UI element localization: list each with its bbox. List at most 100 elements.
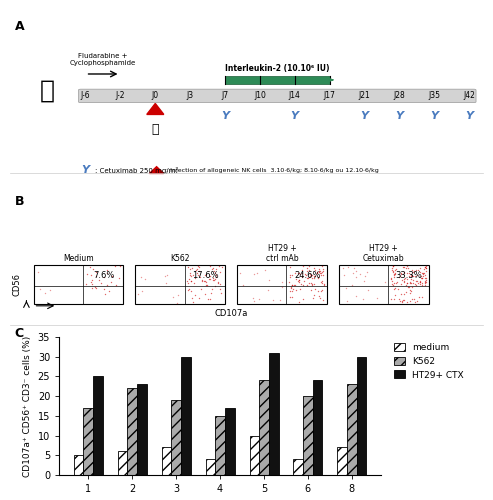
Point — [255, 295, 263, 303]
Point — [389, 268, 397, 276]
Point — [396, 268, 404, 276]
Point — [286, 270, 294, 278]
Point — [388, 280, 396, 288]
Bar — [171, 400, 181, 475]
Point — [350, 264, 358, 272]
Point — [356, 270, 364, 278]
Point — [400, 274, 408, 282]
Point — [184, 286, 192, 294]
Text: Interleukin-2 (10.10⁶ IU): Interleukin-2 (10.10⁶ IU) — [225, 64, 329, 73]
Point — [304, 274, 312, 282]
Text: : Cetuximab 250 mg/m²: : Cetuximab 250 mg/m² — [95, 166, 178, 173]
Point — [116, 262, 124, 270]
Point — [314, 274, 322, 281]
Point — [206, 275, 213, 283]
Point — [310, 274, 317, 282]
Point — [422, 276, 430, 284]
Point — [185, 275, 193, 283]
Point — [319, 264, 327, 272]
Point — [403, 298, 411, 306]
Point — [298, 274, 306, 281]
Legend: medium, K562, HT29+ CTX: medium, K562, HT29+ CTX — [392, 342, 465, 382]
Point — [352, 268, 359, 276]
Point — [192, 266, 200, 274]
Point — [202, 280, 210, 288]
Point — [413, 278, 421, 285]
Point — [87, 272, 95, 280]
Point — [421, 279, 428, 287]
Point — [100, 284, 108, 292]
Point — [422, 278, 429, 286]
Point — [194, 269, 202, 277]
Point — [286, 287, 294, 295]
Point — [419, 272, 427, 280]
Point — [83, 270, 91, 278]
Point — [292, 275, 300, 283]
Text: A: A — [15, 20, 24, 33]
Text: HT29 +
Cetuximab: HT29 + Cetuximab — [363, 244, 405, 263]
Point — [408, 266, 416, 274]
Point — [295, 268, 303, 276]
Point — [248, 294, 256, 302]
Point — [314, 269, 321, 277]
Bar — [74, 456, 83, 475]
Point — [303, 264, 311, 272]
Point — [294, 278, 302, 285]
Point — [391, 269, 399, 277]
Text: J17: J17 — [323, 92, 335, 100]
Point — [352, 292, 360, 300]
Point — [309, 274, 317, 282]
Point — [291, 281, 299, 289]
Point — [417, 272, 424, 280]
Text: Y: Y — [430, 111, 438, 121]
Point — [97, 279, 105, 287]
Point — [421, 269, 428, 277]
Point — [261, 266, 269, 274]
Bar — [83, 408, 93, 475]
Point — [421, 282, 429, 290]
Point — [315, 265, 323, 273]
Text: CD56: CD56 — [12, 273, 22, 296]
Point — [406, 297, 414, 305]
Point — [390, 270, 398, 278]
Point — [360, 276, 368, 284]
Point — [314, 268, 321, 276]
Point — [415, 266, 423, 274]
Point — [419, 274, 426, 281]
Point — [340, 271, 348, 279]
Point — [319, 280, 327, 288]
Point — [349, 269, 356, 277]
Point — [382, 278, 389, 285]
Point — [406, 278, 414, 286]
Point — [340, 264, 348, 272]
Point — [316, 266, 323, 274]
Point — [422, 263, 429, 271]
Point — [236, 270, 244, 278]
Point — [106, 278, 114, 286]
Point — [187, 272, 195, 280]
Point — [409, 272, 417, 280]
Point — [288, 292, 296, 300]
Point — [101, 290, 109, 298]
Point — [308, 272, 316, 280]
Point — [187, 277, 195, 285]
Point — [200, 276, 208, 284]
Point — [419, 270, 427, 278]
Text: C: C — [15, 326, 24, 340]
Point — [103, 266, 111, 274]
Point — [196, 273, 204, 281]
Point — [389, 262, 397, 270]
Text: Y: Y — [395, 111, 403, 121]
Point — [288, 286, 296, 294]
Point — [422, 272, 429, 280]
Point — [296, 270, 304, 278]
Point — [399, 264, 407, 272]
Point — [311, 284, 319, 292]
Point — [352, 274, 359, 281]
Point — [314, 273, 322, 281]
Point — [278, 278, 286, 286]
Point — [390, 285, 398, 293]
Point — [407, 271, 415, 279]
Point — [298, 268, 306, 276]
Point — [111, 262, 119, 270]
